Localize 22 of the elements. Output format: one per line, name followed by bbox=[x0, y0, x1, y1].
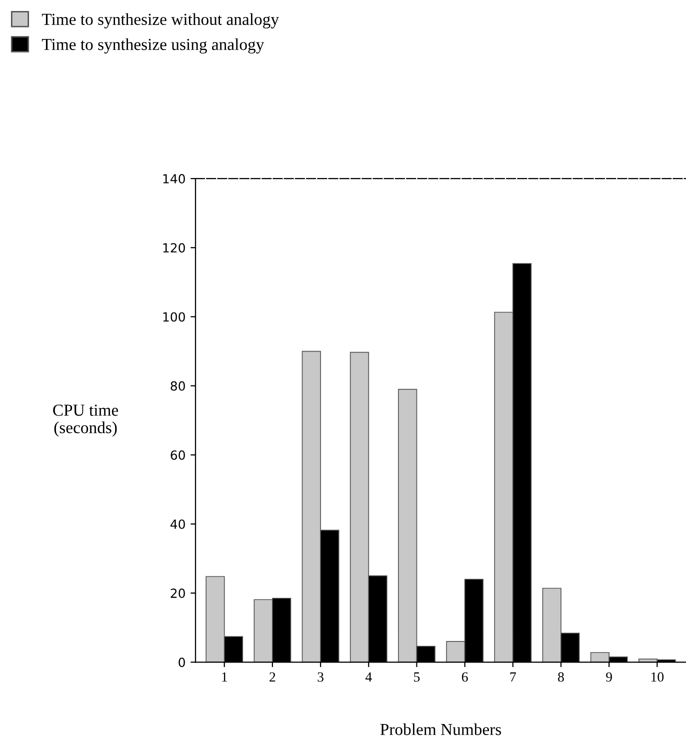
x-tick-label: 8 bbox=[558, 672, 564, 682]
y-tick-label: 0 bbox=[178, 658, 185, 668]
x-axis-title: Problem Numbers bbox=[380, 723, 502, 736]
y-tick-label: 40 bbox=[170, 519, 185, 529]
legend-label: Time to synthesize using analogy bbox=[42, 38, 264, 54]
y-tick-label: 140 bbox=[163, 174, 185, 184]
y-tick-label: 100 bbox=[163, 312, 185, 322]
x-tick-label: 1 bbox=[222, 672, 227, 682]
x-tick-label: 5 bbox=[414, 672, 420, 682]
x-tick-label: 10 bbox=[651, 672, 664, 682]
y-tick-label: 120 bbox=[163, 243, 185, 253]
x-tick-label: 3 bbox=[318, 672, 324, 682]
legend-label: Time to synthesize without analogy bbox=[42, 13, 279, 28]
y-tick-label: 20 bbox=[170, 588, 185, 598]
x-tick-label: 2 bbox=[270, 672, 276, 682]
x-tick-label: 6 bbox=[462, 672, 468, 682]
y-tick-label: 60 bbox=[170, 450, 185, 460]
x-tick-label: 9 bbox=[606, 672, 612, 682]
y-axis-title: CPU time (seconds) bbox=[53, 404, 118, 437]
x-tick-label: 4 bbox=[365, 672, 372, 682]
y-tick-label: 80 bbox=[170, 381, 185, 391]
x-tick-label: 7 bbox=[510, 672, 516, 682]
